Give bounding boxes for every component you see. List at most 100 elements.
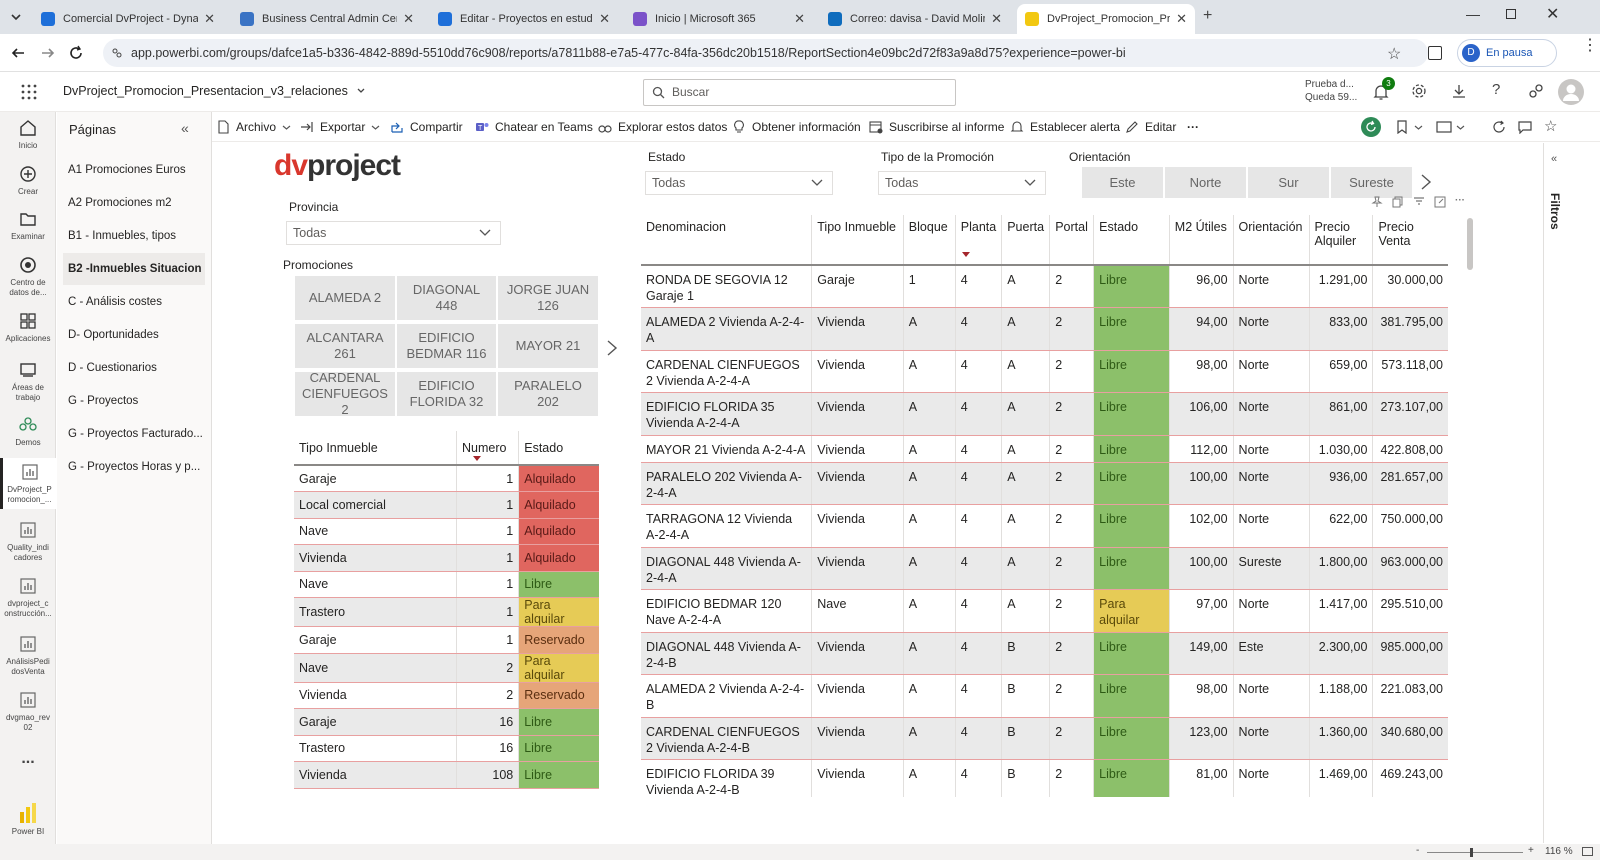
promocion-option[interactable]: JORGE JUAN 126 <box>498 276 598 320</box>
promocion-option[interactable]: EDIFICIO BEDMAR 116 <box>397 324 496 368</box>
bookmark-star-icon[interactable]: ☆ <box>1387 46 1402 63</box>
tab-close-icon[interactable]: ✕ <box>599 11 610 26</box>
browser-tab[interactable]: Editar - Proyectos en estudio - ✕ <box>430 4 618 34</box>
tab-list-chevron-icon[interactable] <box>8 9 24 25</box>
tab-close-icon[interactable]: ✕ <box>991 11 1002 26</box>
detail-column-header[interactable]: Denominacion <box>641 215 812 266</box>
zoom-slider-thumb[interactable] <box>1470 848 1473 857</box>
page-tab[interactable]: G - Proyectos <box>68 395 139 407</box>
detail-row[interactable]: ALAMEDA 2 Vivienda A-2-4-B Vivienda A 4 B 2 Li… <box>641 674 1448 718</box>
browser-tab[interactable]: Inicio | Microsoft 365 ✕ <box>625 4 813 34</box>
site-info-icon[interactable] <box>111 47 123 59</box>
tab-close-icon[interactable]: ✕ <box>1176 11 1187 26</box>
promocion-option[interactable]: MAYOR 21 <box>498 324 598 368</box>
more-options-icon[interactable]: ··· <box>1455 195 1465 206</box>
zoom-level[interactable]: 116 % <box>1545 846 1573 857</box>
table-scrollbar[interactable] <box>1467 218 1473 270</box>
rail-item[interactable]: Examinar <box>0 209 56 242</box>
new-tab-button[interactable]: + <box>1203 7 1213 24</box>
rail-item[interactable]: Inicio <box>0 118 56 151</box>
browser-tab[interactable]: Comercial DvProject - Dynamic ✕ <box>33 4 223 34</box>
page-tab[interactable]: A2 Promociones m2 <box>68 197 172 209</box>
rail-item[interactable]: Centro de datos de... <box>0 255 56 298</box>
page-tab[interactable]: D - Cuestionarios <box>68 362 157 374</box>
exportar-menu[interactable]: Exportar <box>300 112 380 142</box>
page-tab[interactable]: G - Proyectos Facturado... <box>68 428 203 440</box>
more-options-icon[interactable]: ... <box>21 750 35 767</box>
browser-menu-icon[interactable]: ⋮ <box>1582 37 1598 54</box>
help-icon[interactable]: ? <box>1492 81 1501 98</box>
summary-row[interactable]: Trastero 16 Libre <box>294 735 599 762</box>
detail-row[interactable]: CARDENAL CIENFUEGOS 2 Vivienda A-2-4-A Vi… <box>641 350 1448 393</box>
promocion-option[interactable]: ALCANTARA 261 <box>295 324 395 368</box>
detail-row[interactable]: PARALELO 202 Vivienda A-2-4-A Vivienda A 4 A… <box>641 462 1448 505</box>
summary-row[interactable]: Local comercial 1 Alquilado <box>294 491 599 519</box>
provincia-dropdown[interactable]: Todas <box>286 221 501 245</box>
report-title[interactable]: DvProject_Promocion_Presentacion_v3_rela… <box>63 84 366 98</box>
detail-row[interactable]: EDIFICIO FLORIDA 35 Vivienda A-2-4-A Vivi… <box>641 392 1448 436</box>
summary-row[interactable]: Vivienda 1 Alquilado <box>294 544 599 572</box>
page-tab[interactable]: B1 - Inmuebles, tipos <box>68 230 177 242</box>
zoom-out-button[interactable]: - <box>1416 845 1420 856</box>
archivo-menu[interactable]: Archivo <box>216 112 291 142</box>
detail-column-header[interactable]: Estado <box>1093 215 1170 266</box>
page-tab[interactable]: G - Proyectos Horas y p... <box>68 461 201 473</box>
share-feedback-icon[interactable] <box>1528 83 1544 99</box>
page-tab[interactable]: C - Análisis costes <box>68 296 162 308</box>
page-tab[interactable]: D- Oportunidades <box>68 329 159 341</box>
detail-row[interactable]: CARDENAL CIENFUEGOS 2 Vivienda A-2-4-B Vi… <box>641 717 1448 760</box>
set-alert-button[interactable]: Establecer alerta <box>1010 112 1120 142</box>
detail-column-header[interactable]: Precio Venta <box>1372 215 1448 266</box>
detail-row[interactable]: DIAGONAL 448 Vivienda A-2-4-A Vivienda A 4 A… <box>641 547 1448 590</box>
forward-icon[interactable] <box>40 45 56 61</box>
focus-mode-icon[interactable] <box>1434 196 1446 208</box>
detail-row[interactable]: EDIFICIO FLORIDA 39 Vivienda A-2-4-B Vivi… <box>641 759 1448 797</box>
summary-row[interactable]: Nave 2 Para alquilar <box>294 653 599 683</box>
settings-gear-icon[interactable] <box>1411 83 1427 99</box>
tab-close-icon[interactable]: ✕ <box>403 11 414 26</box>
detail-row[interactable]: RONDA DE SEGOVIA 12 Garaje 1 Garaje 1 4 A 2 Li… <box>641 265 1448 308</box>
view-icon[interactable] <box>1436 120 1452 134</box>
rail-item[interactable]: Quality_indi cadores <box>0 520 56 563</box>
fit-page-icon[interactable] <box>1582 847 1593 856</box>
trial-status[interactable]: Prueba d... Queda 59... <box>1305 78 1357 104</box>
get-insights-button[interactable]: Obtener información <box>732 112 861 142</box>
more-toolbar-icon[interactable]: ··· <box>1187 120 1199 134</box>
estado-dropdown[interactable]: Todas <box>645 171 833 195</box>
profile-pill[interactable]: D En pausa <box>1457 39 1557 67</box>
pin-icon[interactable] <box>1371 196 1383 208</box>
browser-tab[interactable]: Business Central Admin Center ✕ <box>232 4 422 34</box>
summary-row[interactable]: Vivienda 108 Libre <box>294 761 599 789</box>
zoom-in-button[interactable]: + <box>1528 845 1534 856</box>
rail-item[interactable]: DvProject_P romocion_... <box>0 458 56 509</box>
orientacion-option[interactable]: Sur <box>1248 167 1329 198</box>
rail-item[interactable]: Aplicaciones <box>0 311 56 344</box>
edit-button[interactable]: Editar <box>1125 112 1176 142</box>
detail-column-header[interactable]: Puerta <box>1001 215 1050 266</box>
rail-item[interactable]: AnálisisPedi dosVenta <box>0 634 56 677</box>
chevron-down-icon[interactable] <box>1456 123 1465 132</box>
detail-column-header[interactable]: Orientación <box>1232 215 1310 266</box>
rail-item[interactable]: dvgmao_rev 02 <box>0 690 56 733</box>
promocion-option[interactable]: EDIFICIO FLORIDA 32 <box>397 372 496 416</box>
tab-close-icon[interactable]: ✕ <box>794 11 805 26</box>
rail-item[interactable]: Crear <box>0 164 56 197</box>
summary-column-header[interactable]: Numero <box>456 431 519 466</box>
rail-item[interactable]: dvproject_c onstrucción... <box>0 576 56 619</box>
detail-column-header[interactable]: Portal <box>1049 215 1094 266</box>
download-icon[interactable] <box>1451 83 1467 99</box>
powerbi-logo[interactable]: Power BI <box>0 802 56 837</box>
copy-icon[interactable] <box>1392 196 1404 208</box>
promocion-option[interactable]: ALAMEDA 2 <box>295 276 395 320</box>
back-icon[interactable] <box>10 45 26 61</box>
detail-column-header[interactable]: Planta <box>954 215 1002 266</box>
detail-row[interactable]: DIAGONAL 448 Vivienda A-2-4-B Vivienda A 4 B… <box>641 632 1448 675</box>
collapse-pages-icon[interactable]: « <box>181 120 189 136</box>
orientacion-option[interactable]: Norte <box>1165 167 1246 198</box>
promocion-option[interactable]: PARALELO 202 <box>498 372 598 416</box>
rail-item[interactable]: Demos <box>0 415 56 448</box>
tab-close-icon[interactable]: ✕ <box>204 11 215 26</box>
favorite-star-icon[interactable]: ☆ <box>1544 118 1558 135</box>
summary-column-header[interactable]: Estado <box>518 431 599 466</box>
search-input[interactable]: Buscar <box>643 79 956 106</box>
